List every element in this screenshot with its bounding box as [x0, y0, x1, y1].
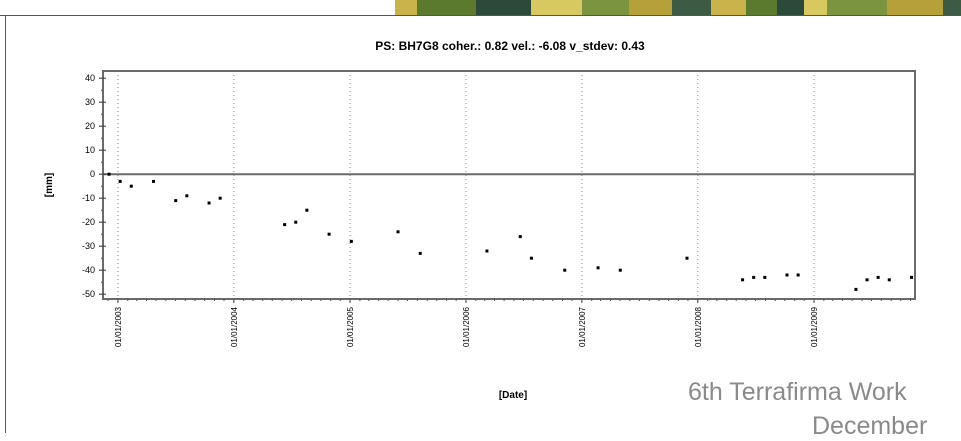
- x-tick-label: 01/01/2007: [578, 306, 587, 347]
- map-strip-segment: [887, 0, 943, 15]
- slide-footer-date: December: [812, 412, 928, 440]
- data-point: [876, 275, 880, 279]
- data-point: [618, 268, 622, 272]
- data-point: [910, 275, 914, 279]
- data-point: [752, 275, 756, 279]
- map-strip-segment: [827, 0, 887, 15]
- data-point: [174, 199, 178, 203]
- data-point: [327, 232, 331, 236]
- y-tick-label: 20: [85, 121, 95, 131]
- data-point: [107, 172, 111, 176]
- data-point: [596, 266, 600, 270]
- data-point: [118, 179, 122, 183]
- data-point: [563, 268, 567, 272]
- data-point: [396, 230, 400, 234]
- y-tick-label: -50: [82, 289, 95, 299]
- x-tick-label: 01/01/2003: [114, 306, 123, 347]
- x-axis-ticks: 01/01/2003 01/01/2004 01/01/2005 01/01/2006…: [107, 299, 912, 347]
- grid-lines: [117, 71, 815, 299]
- data-point: [294, 220, 298, 224]
- map-strip-segment: [804, 0, 827, 15]
- slide-footer-title: 6th Terrafirma Work: [688, 378, 907, 406]
- data-point: [218, 196, 222, 200]
- frame-top-border: [0, 15, 961, 16]
- data-point: [185, 194, 189, 198]
- y-tick-label: -30: [82, 241, 95, 251]
- data-point: [485, 249, 489, 253]
- x-tick-label: 01/01/2009: [810, 306, 819, 347]
- data-point: [763, 275, 767, 279]
- data-points: [107, 172, 914, 291]
- data-point: [518, 235, 522, 239]
- data-point: [865, 278, 869, 282]
- chart-title: PS: BH7G8 coher.: 0.82 vel.: -6.08 v_std…: [375, 39, 645, 53]
- data-point: [785, 273, 789, 277]
- y-tick-label: 30: [85, 97, 95, 107]
- map-strip-segment: [582, 0, 629, 15]
- y-tick-label: -10: [82, 193, 95, 203]
- data-point: [151, 179, 155, 183]
- map-strip-segment: [711, 0, 746, 15]
- data-point: [741, 278, 745, 282]
- frame-left-border: [5, 15, 6, 433]
- data-point: [129, 184, 133, 188]
- map-image-strip: [395, 0, 961, 15]
- data-point: [854, 287, 858, 291]
- data-point: [349, 239, 353, 243]
- x-tick-label: 01/01/2006: [462, 306, 471, 347]
- plot-area-border: [102, 70, 916, 300]
- data-point: [796, 273, 800, 277]
- map-strip-segment: [395, 0, 417, 15]
- y-axis-ticks: 40 30 20 10 0 -10 -20 -30 -40 -50: [82, 73, 106, 299]
- map-strip-segment: [531, 0, 582, 15]
- y-axis-label: [mm]: [44, 173, 55, 197]
- x-tick-label: 01/01/2008: [694, 306, 703, 347]
- data-point: [685, 256, 689, 260]
- map-strip-segment: [943, 0, 961, 15]
- map-strip-segment: [629, 0, 672, 15]
- map-strip-segment: [672, 0, 711, 15]
- map-strip-segment: [746, 0, 777, 15]
- data-point: [529, 256, 533, 260]
- y-tick-label: 10: [85, 145, 95, 155]
- data-point: [887, 278, 891, 282]
- y-tick-label: 40: [85, 73, 95, 83]
- x-axis-label: [Date]: [499, 390, 527, 401]
- y-tick-label: -20: [82, 217, 95, 227]
- map-strip-segment: [476, 0, 531, 15]
- y-tick-label: -40: [82, 265, 95, 275]
- data-point: [305, 208, 309, 212]
- x-tick-label: 01/01/2004: [230, 306, 239, 347]
- data-point: [418, 251, 422, 255]
- y-tick-label: 0: [90, 169, 95, 179]
- data-point: [283, 223, 287, 227]
- data-point: [207, 201, 211, 205]
- map-strip-segment: [777, 0, 804, 15]
- x-tick-label: 01/01/2005: [346, 306, 355, 347]
- map-strip-segment: [417, 0, 476, 15]
